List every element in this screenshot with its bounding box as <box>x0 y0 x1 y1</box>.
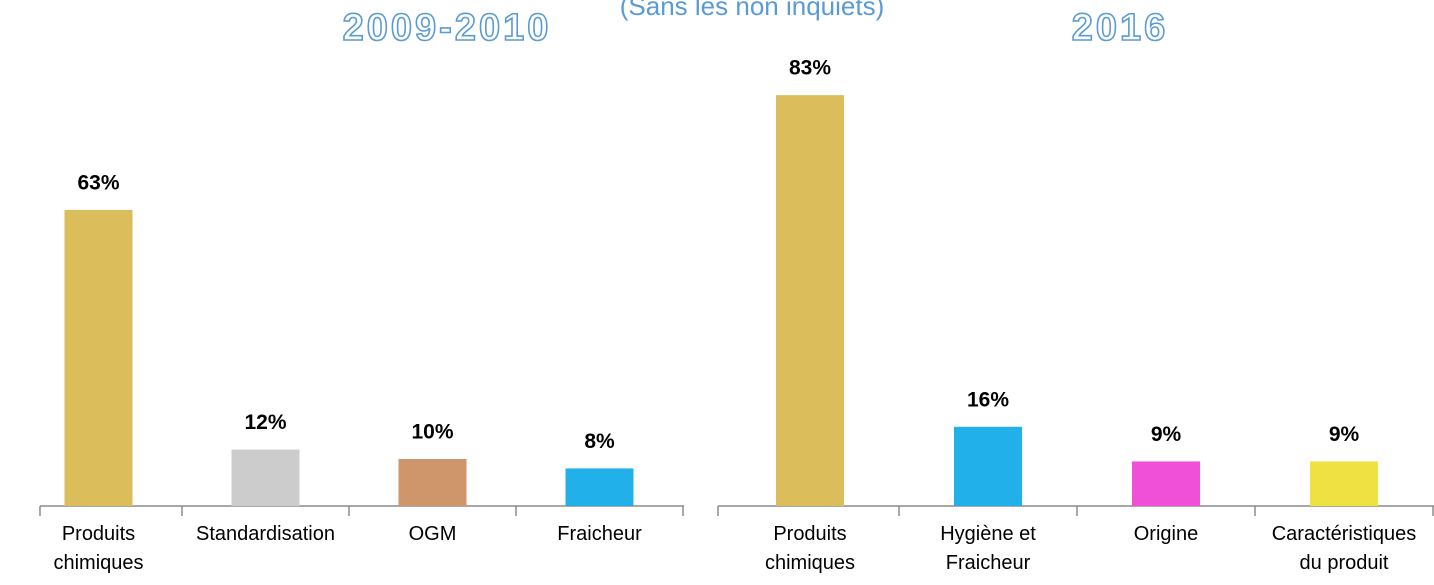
data-label: 8% <box>584 430 615 453</box>
bar <box>398 459 467 506</box>
x-tick-label: Caractéristiques du produit <box>1271 523 1417 574</box>
x-tick-label: OGM <box>408 523 457 545</box>
bar <box>565 468 634 506</box>
bar <box>1132 461 1200 506</box>
data-label: 9% <box>1151 423 1182 446</box>
bar <box>954 426 1022 506</box>
subtitle: (Sans les non inquiets) <box>620 0 884 21</box>
x-tick-label: Hygiène et Fraicheur <box>940 523 1036 574</box>
bar <box>64 209 133 506</box>
data-label: 9% <box>1329 423 1360 446</box>
data-label: 83% <box>789 57 831 80</box>
x-tick-label: Produits chimiques <box>764 523 856 574</box>
data-label: 16% <box>967 388 1009 411</box>
data-label: 10% <box>411 421 453 444</box>
x-tick-label: Origine <box>1133 523 1199 545</box>
chart-title: 2009-2010 <box>343 7 552 49</box>
bar <box>1310 461 1378 506</box>
data-label: 12% <box>244 411 286 434</box>
chart-title: 2016 <box>1072 7 1169 49</box>
bar <box>231 449 300 506</box>
data-label: 63% <box>77 171 119 194</box>
x-tick-label: Standardisation <box>196 523 335 545</box>
x-tick-label: Produits chimiques <box>53 523 144 574</box>
bar <box>776 95 844 507</box>
x-tick-label: Fraicheur <box>557 523 642 545</box>
